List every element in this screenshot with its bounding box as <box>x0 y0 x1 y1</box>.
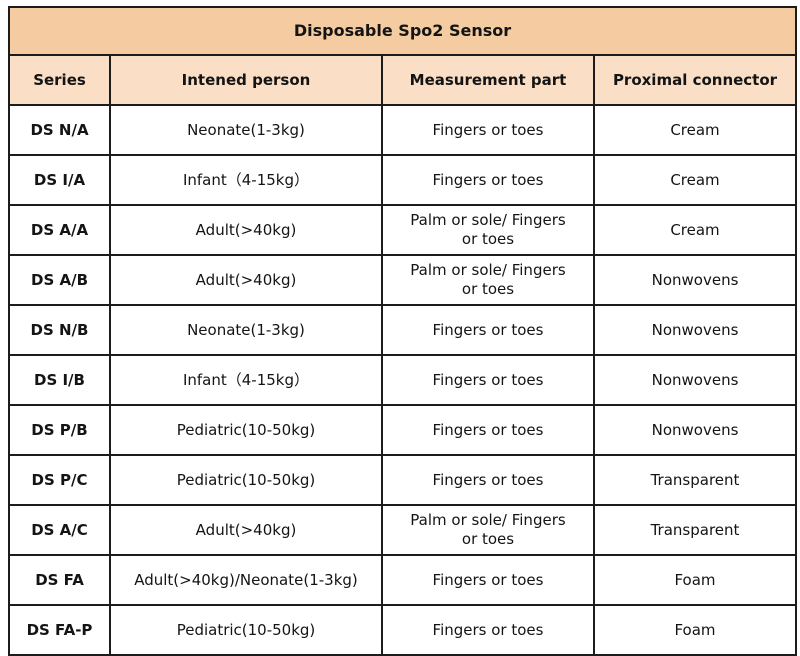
table-title-row: Disposable Spo2 Sensor <box>7 6 798 56</box>
table-row: DS A/B Adult(>40kg) Palm or sole/ Fingers … <box>8 254 798 306</box>
column-header-measurement-part: Measurement part <box>381 54 595 106</box>
column-header-intened-person: Intened person <box>109 54 383 106</box>
table-row: DS N/B Neonate(1-3kg) Fingers or toes Nonwo… <box>8 304 798 356</box>
cell-part: Palm or sole/ Fingers or toes <box>381 504 595 556</box>
cell-series: DS I/B <box>8 354 111 406</box>
cell-part: Fingers or toes <box>381 154 595 206</box>
cell-person: Pediatric(10-50kg) <box>109 454 383 506</box>
cell-part: Fingers or toes <box>381 604 595 656</box>
cell-series: DS N/B <box>8 304 111 356</box>
cell-person: Pediatric(10-50kg) <box>109 604 383 656</box>
cell-person: Adult(>40kg) <box>109 254 383 306</box>
cell-person: Neonate(1-3kg) <box>109 104 383 156</box>
cell-series: DS FA-P <box>8 604 111 656</box>
table-row: DS A/A Adult(>40kg) Palm or sole/ Fingers … <box>8 204 798 256</box>
cell-person: Adult(>40kg)/Neonate(1-3kg) <box>109 554 383 606</box>
table-row: DS P/B Pediatric(10-50kg) Fingers or toes N… <box>8 404 798 456</box>
cell-part: Palm or sole/ Fingers or toes <box>381 254 595 306</box>
table-row: DS P/C Pediatric(10-50kg) Fingers or toes T… <box>8 454 798 506</box>
table-row: DS I/B Infant（4-15kg） Fingers or toes Nonwo… <box>8 354 798 406</box>
cell-series: DS FA <box>8 554 111 606</box>
cell-person: Adult(>40kg) <box>109 504 383 556</box>
cell-series: DS N/A <box>8 104 111 156</box>
cell-connector: Cream <box>592 204 798 256</box>
cell-connector: Foam <box>592 554 798 606</box>
cell-connector: Cream <box>592 154 798 206</box>
cell-connector: Foam <box>592 604 798 656</box>
cell-series: DS P/C <box>8 454 111 506</box>
cell-connector: Nonwovens <box>592 304 798 356</box>
table-header-row: Series Intened person Measurement part P… <box>8 54 798 106</box>
cell-series: DS P/B <box>8 404 111 456</box>
cell-person: Adult(>40kg) <box>109 204 383 256</box>
cell-connector: Cream <box>592 104 798 156</box>
cell-series: DS A/A <box>8 204 111 256</box>
cell-series: DS A/C <box>8 504 111 556</box>
cell-connector: Nonwovens <box>592 404 798 456</box>
table-row: DS FA-P Pediatric(10-50kg) Fingers or toes… <box>8 604 798 656</box>
table-title: Disposable Spo2 Sensor <box>7 6 798 56</box>
cell-series: DS A/B <box>8 254 111 306</box>
cell-part: Fingers or toes <box>381 304 595 356</box>
cell-connector: Nonwovens <box>592 254 798 306</box>
table-row: DS FA Adult(>40kg)/Neonate(1-3kg) Fingers … <box>8 554 798 606</box>
cell-part: Palm or sole/ Fingers or toes <box>381 204 595 256</box>
table-row: DS I/A Infant（4-15kg） Fingers or toes Cream <box>8 154 798 206</box>
cell-person: Infant（4-15kg） <box>109 154 383 206</box>
sensor-table: Disposable Spo2 Sensor Series Intened pe… <box>7 6 798 656</box>
cell-part: Fingers or toes <box>381 104 595 156</box>
cell-part: Fingers or toes <box>381 354 595 406</box>
cell-series: DS I/A <box>8 154 111 206</box>
table-body: DS N/A Neonate(1-3kg) Fingers or toes Cream… <box>8 104 798 656</box>
column-header-proximal-connector: Proximal connector <box>592 54 798 106</box>
cell-person: Neonate(1-3kg) <box>109 304 383 356</box>
cell-connector: Transparent <box>592 504 798 556</box>
sensor-table-container: Disposable Spo2 Sensor Series Intened pe… <box>7 6 798 656</box>
cell-person: Pediatric(10-50kg) <box>109 404 383 456</box>
cell-part: Fingers or toes <box>381 454 595 506</box>
table-row: DS A/C Adult(>40kg) Palm or sole/ Fingers … <box>8 504 798 556</box>
cell-person: Infant（4-15kg） <box>109 354 383 406</box>
column-header-series: Series <box>8 54 111 106</box>
table-row: DS N/A Neonate(1-3kg) Fingers or toes Cream <box>8 104 798 156</box>
cell-part: Fingers or toes <box>381 554 595 606</box>
cell-part: Fingers or toes <box>381 404 595 456</box>
cell-connector: Transparent <box>592 454 798 506</box>
cell-connector: Nonwovens <box>592 354 798 406</box>
